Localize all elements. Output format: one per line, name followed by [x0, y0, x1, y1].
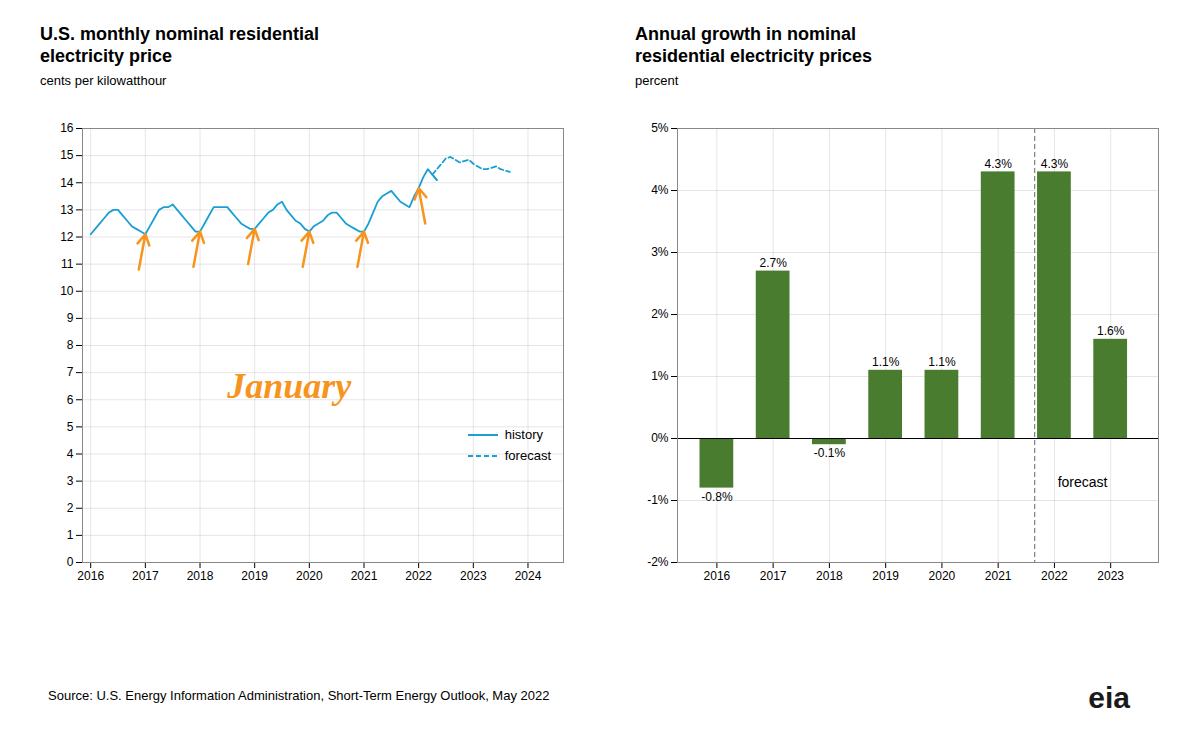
- svg-text:0: 0: [67, 555, 74, 569]
- svg-text:12: 12: [60, 230, 74, 244]
- svg-text:2: 2: [67, 501, 74, 515]
- svg-text:1%: 1%: [651, 369, 669, 383]
- svg-text:4.3%: 4.3%: [984, 157, 1012, 171]
- svg-text:2019: 2019: [241, 569, 268, 583]
- svg-text:1.1%: 1.1%: [928, 355, 956, 369]
- svg-text:2017: 2017: [760, 569, 787, 583]
- svg-text:2020: 2020: [929, 569, 956, 583]
- svg-text:-2%: -2%: [647, 555, 669, 569]
- svg-text:1.6%: 1.6%: [1097, 324, 1125, 338]
- html-text:history: history: [504, 426, 543, 442]
- svg-text:2023: 2023: [1097, 569, 1124, 583]
- html-text:U.S. monthly nominal residenti: U.S. monthly nominal residential electri…: [40, 24, 319, 66]
- svg-text:2021: 2021: [351, 569, 378, 583]
- svg-text:2.7%: 2.7%: [759, 256, 787, 270]
- svg-text:13: 13: [60, 203, 74, 217]
- html-text:forecast: forecast: [504, 447, 551, 463]
- html-text:Annual growth in nominal resid: Annual growth in nominal residential ele…: [635, 24, 873, 66]
- svg-text:2020: 2020: [296, 569, 323, 583]
- html-text:cents per kilowatthour: cents per kilowatthour: [40, 73, 167, 89]
- svg-text:3: 3: [67, 474, 74, 488]
- svg-text:-0.1%: -0.1%: [814, 446, 846, 460]
- svg-text:forecast: forecast: [1058, 474, 1108, 490]
- svg-text:9: 9: [67, 311, 74, 325]
- svg-text:-0.8%: -0.8%: [701, 490, 733, 504]
- svg-text:1.1%: 1.1%: [872, 355, 900, 369]
- svg-text:2018: 2018: [187, 569, 214, 583]
- html-text:eia: eia: [1088, 681, 1130, 714]
- html-text:percent: percent: [635, 73, 679, 89]
- svg-text:2023: 2023: [460, 569, 487, 583]
- svg-text:2%: 2%: [651, 307, 669, 321]
- html-text:Source: U.S. Energy Informatio: Source: U.S. Energy Information Administ…: [48, 688, 550, 703]
- svg-text:0%: 0%: [651, 431, 669, 445]
- svg-text:6: 6: [67, 393, 74, 407]
- svg-text:1: 1: [67, 528, 74, 542]
- svg-text:2021: 2021: [985, 569, 1012, 583]
- svg-text:4.3%: 4.3%: [1041, 157, 1069, 171]
- svg-text:2019: 2019: [872, 569, 899, 583]
- svg-text:2016: 2016: [77, 569, 104, 583]
- svg-text:2017: 2017: [132, 569, 159, 583]
- svg-text:4%: 4%: [651, 183, 669, 197]
- svg-text:10: 10: [60, 284, 74, 298]
- svg-text:11: 11: [61, 257, 74, 271]
- svg-text:16: 16: [60, 121, 74, 135]
- svg-text:15: 15: [60, 148, 74, 162]
- svg-text:2018: 2018: [816, 569, 843, 583]
- svg-text:5%: 5%: [651, 121, 669, 135]
- svg-text:7: 7: [67, 365, 74, 379]
- svg-text:2022: 2022: [405, 569, 432, 583]
- svg-text:2016: 2016: [704, 569, 731, 583]
- svg-text:5: 5: [67, 420, 74, 434]
- svg-text:8: 8: [67, 338, 74, 352]
- svg-text:4: 4: [67, 447, 74, 461]
- svg-text:14: 14: [60, 176, 74, 190]
- svg-text:3%: 3%: [651, 245, 669, 259]
- svg-text:2022: 2022: [1041, 569, 1068, 583]
- svg-text:2024: 2024: [515, 569, 542, 583]
- svg-text:January: January: [226, 366, 352, 406]
- svg-text:-1%: -1%: [647, 493, 669, 507]
